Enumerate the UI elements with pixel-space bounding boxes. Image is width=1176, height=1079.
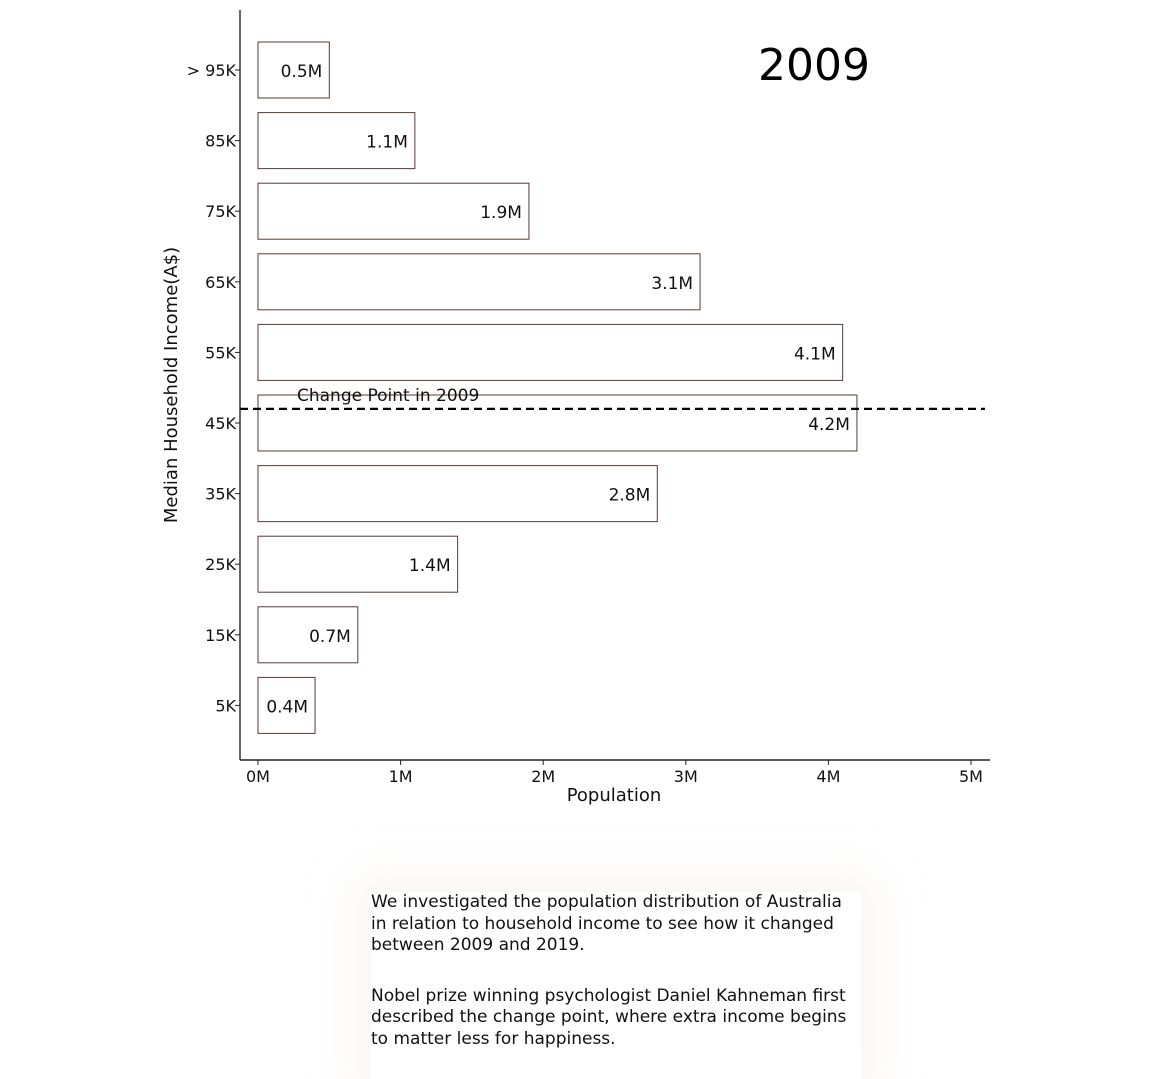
y-tick-label: 65K (205, 273, 236, 292)
bar (257, 112, 416, 170)
bar-value-label: 4.1M (794, 344, 836, 364)
y-tick-label: 15K (205, 626, 236, 645)
caption-paragraph-2: Nobel prize winning psychologist Daniel … (371, 985, 847, 1049)
x-tick-label: 2M (531, 767, 555, 786)
change-point-label: Change Point in 2009 (297, 386, 479, 406)
y-axis-title: Median Household Income(A$) (161, 247, 182, 523)
bar-value-label: 0.7M (309, 627, 351, 647)
caption-paragraph-1: We investigated the population distribut… (371, 892, 842, 955)
bar-value-label: 0.5M (281, 62, 323, 82)
y-tick-label: 45K (205, 414, 236, 433)
bar (257, 323, 844, 381)
bar (257, 606, 359, 664)
y-tick-label: 75K (205, 202, 236, 221)
bar-value-label: 4.2M (808, 415, 850, 435)
x-axis-title: Population (567, 785, 662, 806)
bar (257, 535, 459, 593)
y-tick-label: 85K (205, 132, 236, 151)
bar-value-label: 0.4M (266, 697, 308, 717)
bar-value-label: 1.1M (366, 133, 408, 153)
y-tick-label: 25K (205, 555, 236, 574)
bar (257, 253, 701, 311)
x-tick-label: 4M (816, 767, 840, 786)
bar-value-label: 3.1M (651, 274, 693, 294)
income-population-bar-chart: 0M 1M 2M 3M 4M 5M > 95K 85K 75K 65K 55K 45K 35K 25K 15… (161, 10, 990, 806)
y-tick-label: 55K (205, 343, 236, 362)
bars: 0.5M 1.1M 1.9M 3.1M 4.1M 4.2M 2.8M 1.4M 0.7M 0.4M (257, 41, 858, 734)
x-tick-label: 3M (674, 767, 698, 786)
year-label: 2009 (758, 40, 870, 91)
bar (257, 394, 858, 452)
overlay: 2009 Change Point in 2009 (240, 40, 985, 410)
y-tick-label: 35K (205, 485, 236, 504)
bar (257, 676, 316, 734)
x-tick-label: 0M (246, 767, 270, 786)
bar-value-label: 2.8M (609, 486, 651, 506)
x-tick-label: 5M (959, 767, 983, 786)
bar-value-label: 1.9M (480, 203, 522, 223)
bar-value-label: 1.4M (409, 556, 451, 576)
caption: We investigated the population distribut… (371, 892, 861, 1079)
bar (257, 465, 658, 523)
bar (257, 41, 330, 99)
y-tick-label: > 95K (187, 61, 237, 80)
bar (257, 182, 530, 240)
y-tick-label: 5K (215, 696, 236, 715)
x-tick-label: 1M (389, 767, 413, 786)
axes: 0M 1M 2M 3M 4M 5M > 95K 85K 75K 65K 55K 45K 35K 25K 15… (161, 10, 990, 806)
